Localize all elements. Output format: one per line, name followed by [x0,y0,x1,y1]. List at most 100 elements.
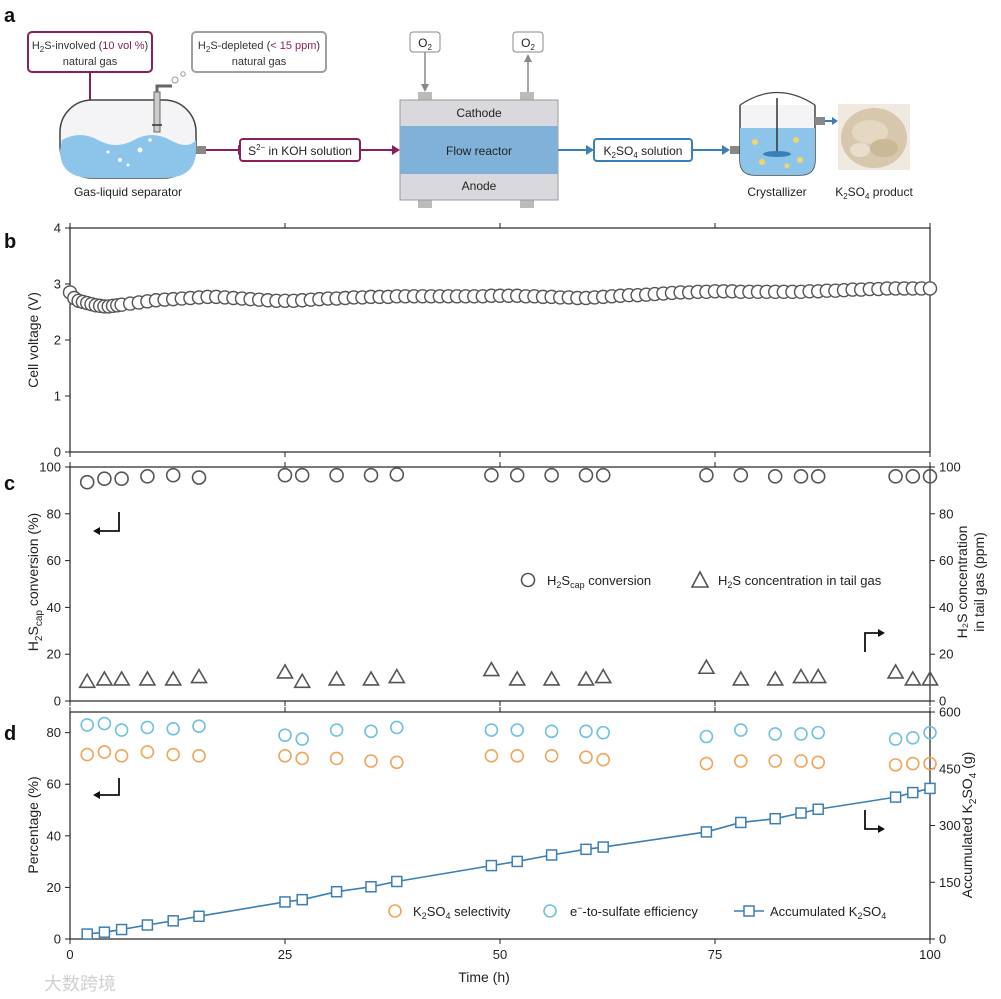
left-axis-indicator-icon [98,512,120,532]
accumulated-point [485,859,498,872]
efficiency-point [278,728,292,743]
legend-marker-circle [520,572,536,588]
conversion-point [509,467,525,483]
y2-axis-title-c-line1: H₂S concentration [954,526,970,639]
selectivity-point [579,750,593,764]
accumulated-point [907,786,919,799]
y2-tick-label: 300 [939,818,961,833]
y-tick-label: 4 [54,221,61,236]
arrow-head-icon [421,84,429,92]
selectivity-point [97,745,112,759]
selectivity-point [733,754,748,768]
x-tick-label: 50 [493,947,507,962]
y2-tick-label: 0 [939,932,946,947]
y2-tick-label: 40 [939,600,953,615]
bubble-icon [171,76,179,84]
efficiency-point [114,723,129,737]
conversion-point [294,467,310,483]
efficiency-point [364,724,378,739]
selectivity-point [923,756,937,771]
tail-gas-point [327,670,346,686]
accumulated-point [769,812,781,825]
panel-c-conversion: c 0 20 40 60 80 100 0 20 40 60 80 100 H2Scap conver… [4,460,987,709]
y-tick-label: 100 [39,460,61,475]
selectivity-point [510,749,525,763]
selectivity-point [768,754,783,768]
voltage-series [62,281,938,314]
axes-c: 0 20 40 60 80 100 0 20 40 60 80 100 [39,460,960,709]
y-tick-label: 80 [47,506,61,521]
legend-label-tail-gas: H2S concentration in tail gas [718,573,882,590]
conversion-point [79,474,95,490]
tail-gas-point [78,672,97,689]
conversion-point [578,467,594,483]
legend-marker-triangle [690,570,710,588]
o2-in-label: O2 [418,36,432,52]
y-tick-label: 20 [47,880,61,895]
selectivity-point [888,758,903,772]
tail-gas-point [594,667,613,684]
o2-out-label: O2 [521,36,535,52]
efficiency-point [544,724,559,739]
tail-gas-point [766,670,785,686]
tail-gas-point [508,670,527,686]
panel-label-d: d [4,723,16,745]
y2-tick-label: 100 [939,460,961,475]
selectivity-point [811,755,826,770]
tail-gas-point [293,672,312,689]
y-axis-b: 0 1 2 3 4 [54,221,931,460]
y2-tick-label: 150 [939,875,961,890]
tail-gas-point [731,670,750,686]
conversion-point [329,467,344,483]
legend-label-efficiency: e−-to-sulfate efficiency [570,903,698,919]
tail-gas-point [482,660,501,677]
arrow-head-icon [392,145,400,155]
accumulated-point [365,881,377,893]
selectivity-point [699,756,714,771]
conversion-point [544,467,559,483]
legend-d: K2SO4 selectivity e−-to-sulfate efficien… [388,903,886,921]
efficiency-point [596,725,611,740]
selectivity-point [278,749,292,763]
panel-label-a: a [4,5,16,27]
tail-gas-point [921,670,939,686]
conversion-point [484,467,499,483]
y-tick-label: 80 [47,725,61,740]
tail-gas-point [95,670,114,686]
accumulated-point [889,791,902,803]
efficiency-point [888,732,903,746]
cathode-label: Cathode [456,106,502,120]
selectivity-point [114,749,129,763]
accumulated-point [115,923,128,936]
selectivity-point [192,749,206,763]
k2so4-product-photo [838,104,910,170]
accumulated-point [580,843,592,856]
efficiency-point [192,719,206,733]
flow-reactor-label: Flow reactor [446,144,512,158]
tail-gas-point [362,670,380,686]
y-tick-label: 60 [47,777,61,792]
conversion-point [595,467,611,483]
x-tick-label: 25 [278,947,292,962]
conversion-point [699,467,714,483]
arrow-head-icon [722,145,730,155]
y-axis-title-b: Cell voltage (V) [25,292,41,388]
efficiency-point [733,723,748,737]
accumulated-point [330,885,343,898]
outlet-gas-box [191,31,327,73]
conversion-point [810,469,826,484]
selectivity-point [80,747,94,762]
right-axis-indicator-icon [864,810,880,830]
tail-gas-point [809,667,828,684]
y2-tick-label: 450 [939,761,961,776]
arrow-head-icon [878,825,885,833]
s2-solution-label: S2− in KOH solution [248,143,352,158]
tail-gas-point [190,667,208,684]
k2so4-series [80,716,937,940]
tail-gas-point [542,670,561,686]
accumulated-point [193,910,205,923]
conversion-point [389,467,405,482]
accumulated-point [141,919,154,931]
selectivity-point [295,751,310,766]
